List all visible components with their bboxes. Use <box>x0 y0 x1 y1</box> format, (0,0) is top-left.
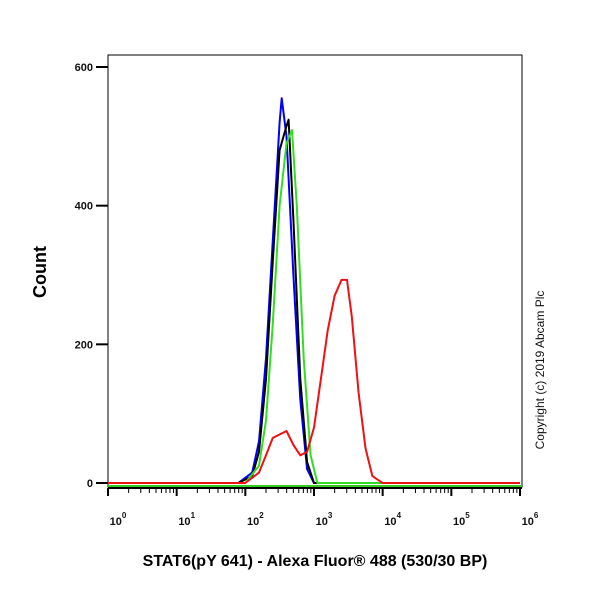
x-tick-label: 104 <box>384 511 401 528</box>
x-tick-label: 106 <box>522 511 539 528</box>
y-tick-label: 0 <box>87 478 93 490</box>
series-line-3 <box>108 278 520 484</box>
x-axis-label: STAT6(pY 641) - Alexa Fluor® 488 (530/30… <box>143 553 488 570</box>
x-tick-label: 101 <box>178 511 195 528</box>
x-axis: 100 101 102 103 104 105 106 <box>107 487 539 528</box>
copyright-annotation: Copyright (c) 2019 Abcam Plc <box>533 291 547 450</box>
y-axis-label: Count <box>30 246 50 298</box>
series-line-2 <box>108 129 520 484</box>
x-tick-label: 100 <box>110 511 127 528</box>
x-tick-label: 102 <box>247 511 264 528</box>
y-axis: 0 200 400 600 <box>75 62 108 490</box>
series-group <box>108 97 520 484</box>
y-tick-label: 600 <box>75 62 93 74</box>
y-tick-label: 200 <box>75 339 93 351</box>
x-tick-label: 103 <box>316 511 333 528</box>
y-tick-label: 400 <box>75 201 93 213</box>
x-tick-label: 105 <box>453 511 470 528</box>
